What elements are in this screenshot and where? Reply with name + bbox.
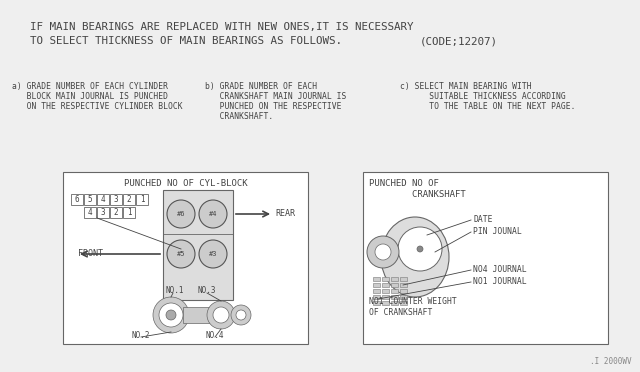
Circle shape	[231, 305, 251, 325]
Bar	[110, 194, 122, 205]
Circle shape	[367, 236, 399, 268]
Bar	[382, 289, 389, 293]
Circle shape	[167, 240, 195, 268]
Bar	[183, 307, 213, 323]
Text: .I 2000WV: .I 2000WV	[590, 357, 632, 366]
Bar	[71, 194, 83, 205]
Text: 6: 6	[75, 195, 79, 204]
Circle shape	[199, 240, 227, 268]
Text: IF MAIN BEARINGS ARE REPLACED WITH NEW ONES,IT IS NECESSARY: IF MAIN BEARINGS ARE REPLACED WITH NEW O…	[30, 22, 413, 32]
Text: NO.2: NO.2	[131, 331, 150, 340]
Bar	[373, 277, 380, 281]
Circle shape	[166, 310, 176, 320]
Circle shape	[159, 303, 183, 327]
Text: 2: 2	[127, 195, 131, 204]
Bar	[391, 277, 398, 281]
Text: 4: 4	[88, 208, 92, 217]
Text: NO1 JOURNAL: NO1 JOURNAL	[473, 278, 527, 286]
Text: 3: 3	[100, 208, 106, 217]
Text: OF CRANKSHAFT: OF CRANKSHAFT	[369, 308, 433, 317]
Bar	[84, 207, 96, 218]
Text: PUNCHED NO OF: PUNCHED NO OF	[369, 179, 439, 188]
Bar	[97, 194, 109, 205]
Bar	[63, 172, 308, 344]
Text: 1: 1	[140, 195, 144, 204]
Text: DATE: DATE	[473, 215, 493, 224]
Circle shape	[167, 200, 195, 228]
Text: 3: 3	[114, 195, 118, 204]
Text: NO.3: NO.3	[198, 286, 216, 295]
Text: REAR: REAR	[275, 209, 295, 218]
Text: 1: 1	[127, 208, 131, 217]
Bar	[136, 194, 148, 205]
Bar	[97, 207, 109, 218]
Bar	[163, 190, 233, 300]
Bar	[373, 283, 380, 287]
Bar	[391, 289, 398, 293]
Circle shape	[153, 297, 189, 333]
Bar	[123, 194, 135, 205]
Bar	[400, 277, 407, 281]
Text: NO.1: NO.1	[165, 286, 184, 295]
Bar	[391, 295, 398, 299]
Text: TO THE TABLE ON THE NEXT PAGE.: TO THE TABLE ON THE NEXT PAGE.	[400, 102, 575, 111]
Text: TO SELECT THICKNESS OF MAIN BEARINGS AS FOLLOWS.: TO SELECT THICKNESS OF MAIN BEARINGS AS …	[30, 36, 342, 46]
Text: PUNCHED NO OF CYL-BLOCK: PUNCHED NO OF CYL-BLOCK	[124, 179, 247, 188]
Bar	[382, 301, 389, 305]
Text: #6: #6	[177, 211, 185, 217]
Bar	[110, 207, 122, 218]
Text: NO1 COUNTER WEIGHT: NO1 COUNTER WEIGHT	[369, 297, 457, 306]
Bar	[400, 295, 407, 299]
Circle shape	[398, 227, 442, 271]
Bar	[400, 283, 407, 287]
Circle shape	[375, 244, 391, 260]
Text: SUITABLE THICKNESS ACCORDING: SUITABLE THICKNESS ACCORDING	[400, 92, 566, 101]
Bar	[400, 289, 407, 293]
Text: (CODE;12207): (CODE;12207)	[420, 36, 498, 46]
Text: ON THE RESPECTIVE CYLINDER BLOCK: ON THE RESPECTIVE CYLINDER BLOCK	[12, 102, 182, 111]
Text: 4: 4	[100, 195, 106, 204]
Ellipse shape	[381, 217, 449, 297]
Bar	[84, 194, 96, 205]
Text: NO4 JOURNAL: NO4 JOURNAL	[473, 266, 527, 275]
Circle shape	[213, 307, 229, 323]
Text: c) SELECT MAIN BEARING WITH: c) SELECT MAIN BEARING WITH	[400, 82, 532, 91]
Text: a) GRADE NUMBER OF EACH CYLINDER: a) GRADE NUMBER OF EACH CYLINDER	[12, 82, 168, 91]
Text: #5: #5	[177, 251, 185, 257]
Bar	[400, 301, 407, 305]
Bar	[363, 172, 608, 344]
Text: CRANKSHAFT MAIN JOURNAL IS: CRANKSHAFT MAIN JOURNAL IS	[205, 92, 346, 101]
Bar	[373, 295, 380, 299]
Text: CRANKSHAFT: CRANKSHAFT	[369, 190, 466, 199]
Text: PUNCHED ON THE RESPECTIVE: PUNCHED ON THE RESPECTIVE	[205, 102, 342, 111]
Circle shape	[207, 301, 235, 329]
Text: #4: #4	[209, 211, 217, 217]
Text: b) GRADE NUMBER OF EACH: b) GRADE NUMBER OF EACH	[205, 82, 317, 91]
Bar	[123, 207, 135, 218]
Bar	[391, 283, 398, 287]
Text: NO.4: NO.4	[205, 331, 223, 340]
Text: BLOCK MAIN JOURNAL IS PUNCHED: BLOCK MAIN JOURNAL IS PUNCHED	[12, 92, 168, 101]
Circle shape	[417, 246, 423, 252]
Text: 2: 2	[114, 208, 118, 217]
Bar	[382, 277, 389, 281]
Circle shape	[236, 310, 246, 320]
Bar	[373, 289, 380, 293]
Text: CRANKSHAFT.: CRANKSHAFT.	[205, 112, 273, 121]
Text: 5: 5	[88, 195, 92, 204]
Bar	[382, 295, 389, 299]
Text: #3: #3	[209, 251, 217, 257]
Bar	[382, 283, 389, 287]
Circle shape	[199, 200, 227, 228]
Bar	[373, 301, 380, 305]
Text: PIN JOUNAL: PIN JOUNAL	[473, 228, 522, 237]
Bar	[391, 301, 398, 305]
Text: FRONT: FRONT	[78, 250, 103, 259]
